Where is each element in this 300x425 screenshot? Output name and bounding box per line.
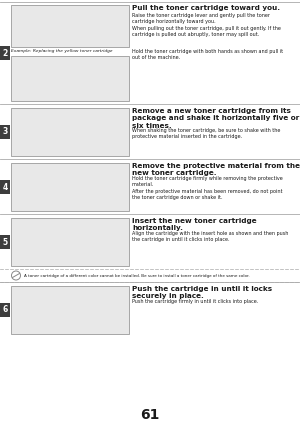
Bar xyxy=(0,303,10,317)
Text: 3: 3 xyxy=(2,128,8,136)
Text: When shaking the toner cartridge, be sure to shake with the
protective material : When shaking the toner cartridge, be sur… xyxy=(132,128,280,139)
Bar xyxy=(11,56,129,101)
Text: Hold the toner cartridge with both hands as shown and pull it
out of the machine: Hold the toner cartridge with both hands… xyxy=(132,49,283,60)
Bar xyxy=(11,286,129,334)
Text: 2: 2 xyxy=(2,48,8,57)
Text: Remove the protective material from the
new toner cartridge.: Remove the protective material from the … xyxy=(132,163,300,176)
Text: 6: 6 xyxy=(2,306,8,314)
Text: Example: Replacing the yellow toner cartridge: Example: Replacing the yellow toner cart… xyxy=(11,49,112,53)
Text: Remove a new toner cartridge from its
package and shake it horizontally five or
: Remove a new toner cartridge from its pa… xyxy=(132,108,299,128)
Bar xyxy=(11,163,129,211)
Text: Hold the toner cartridge firmly while removing the protective
material.
After th: Hold the toner cartridge firmly while re… xyxy=(132,176,283,200)
Bar xyxy=(0,46,10,60)
Text: A toner cartridge of a different color cannot be installed. Be sure to install a: A toner cartridge of a different color c… xyxy=(24,274,250,278)
Text: Push the cartridge in until it locks
securely in place.: Push the cartridge in until it locks sec… xyxy=(132,286,272,299)
Bar xyxy=(0,180,10,194)
Text: Align the cartridge with the insert hole as shown and then push
the cartridge in: Align the cartridge with the insert hole… xyxy=(132,231,288,242)
Text: Raise the toner cartridge lever and gently pull the toner
cartridge horizontally: Raise the toner cartridge lever and gent… xyxy=(132,13,281,37)
Bar xyxy=(0,235,10,249)
Text: Insert the new toner cartridge
horizontally.: Insert the new toner cartridge horizonta… xyxy=(132,218,256,231)
Bar xyxy=(0,125,10,139)
Text: 61: 61 xyxy=(140,408,160,422)
Bar xyxy=(11,218,129,266)
Bar xyxy=(11,108,129,156)
Text: 5: 5 xyxy=(2,238,8,246)
Bar xyxy=(11,5,129,47)
Text: Pull the toner cartridge toward you.: Pull the toner cartridge toward you. xyxy=(132,5,280,11)
Text: Push the cartridge firmly in until it clicks into place.: Push the cartridge firmly in until it cl… xyxy=(132,299,258,304)
Text: 4: 4 xyxy=(2,182,8,192)
